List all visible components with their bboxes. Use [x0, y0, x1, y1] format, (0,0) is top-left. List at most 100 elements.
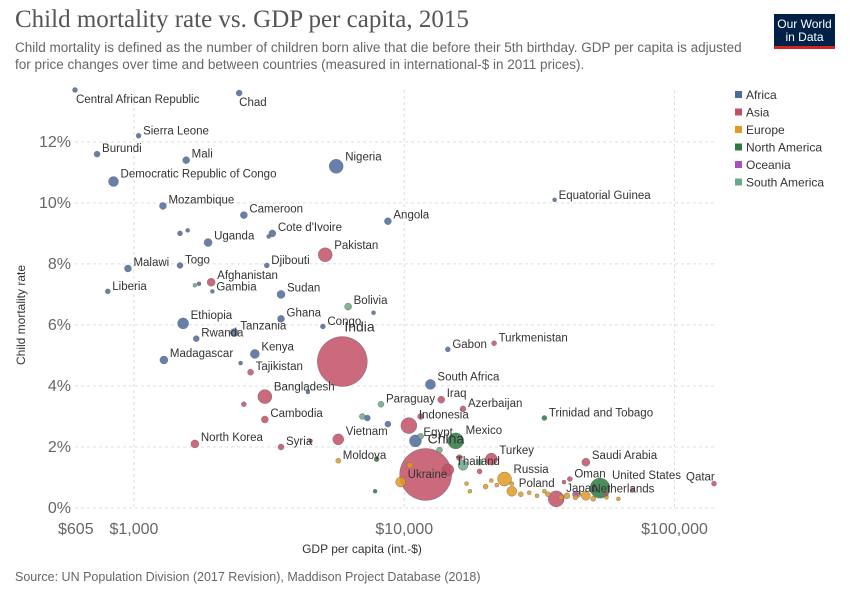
label-japan: Japan [566, 483, 597, 495]
label-mali: Mali [192, 149, 213, 161]
point-ethiopia [177, 317, 189, 330]
label-tanzania: Tanzania [240, 321, 287, 333]
point-turkey [485, 452, 498, 466]
label-gabon: Gabon [452, 339, 487, 351]
label-thailand: Thailand [456, 456, 500, 468]
legend-item: South America [746, 176, 824, 190]
label-cameroon: Cameroon [249, 204, 303, 216]
legend: Africa Asia Europe North America Oceania Sout… [735, 88, 824, 190]
y-axis-label: Child mortality rate [14, 265, 28, 365]
point-tajikistan [247, 369, 254, 376]
label-bolivia: Bolivia [354, 295, 388, 307]
minor-point [509, 481, 514, 486]
point-tanzania [230, 328, 239, 337]
label-saudi-arabia: Saudi Arabia [592, 450, 658, 462]
point-poland [506, 486, 517, 497]
legend-swatch [735, 143, 742, 151]
point-mozambique [159, 202, 167, 210]
label-burundi: Burundi [102, 143, 142, 155]
point-bangladesh [257, 389, 273, 404]
label-vietnam: Vietnam [346, 426, 388, 438]
chart-title: Child mortality rate vs. GDP per capita,… [15, 6, 469, 33]
point-india [317, 336, 368, 387]
x-tick-label: $10,000 [375, 521, 433, 538]
point-cameroon [240, 211, 248, 219]
label-north-korea: North Korea [201, 432, 264, 444]
point-equatorial-guinea [552, 197, 557, 203]
label-congo: Congo [327, 316, 361, 328]
legend-item: Africa [746, 88, 777, 102]
minor-point [192, 283, 198, 288]
minor-point [494, 482, 499, 488]
point-russia [497, 471, 512, 487]
minor-point [527, 490, 532, 495]
point-togo [176, 262, 184, 269]
label-mozambique: Mozambique [168, 194, 234, 206]
x-tick-label: $605 [58, 521, 94, 538]
minor-point [456, 454, 463, 461]
owid-logo[interactable]: Our World in Data [774, 14, 835, 49]
minor-point [489, 478, 494, 483]
point-ghana [277, 315, 285, 323]
label-south-africa: South Africa [437, 371, 500, 383]
label-ethiopia: Ethiopia [191, 310, 233, 322]
point-labels: Central African Republic Chad Sierra Leone… [76, 94, 715, 495]
minor-point [177, 230, 183, 237]
legend-swatch [735, 178, 742, 186]
minor-point [238, 360, 243, 366]
x-tick-label: $1,000 [110, 521, 159, 538]
minor-point [630, 487, 635, 492]
legend-swatch [735, 108, 742, 116]
label-egypt: Egypt [423, 427, 453, 439]
label-turkey: Turkey [499, 445, 534, 457]
legend-item: Oceania [746, 158, 791, 172]
label-trinidad-and-tobago: Trinidad and Tobago [549, 407, 653, 419]
point-north-korea [190, 439, 200, 449]
minor-point [464, 481, 469, 486]
label-uganda: Uganda [214, 231, 255, 243]
minor-point [406, 462, 414, 469]
label-djibouti: Djibouti [271, 255, 309, 267]
label-bangladesh: Bangladesh [274, 382, 335, 394]
label-russia: Russia [514, 464, 550, 476]
point-nigeria [328, 159, 344, 174]
point-pakistan [318, 247, 333, 262]
label-democratic-republic-of-congo: Democratic Republic of Congo [121, 169, 277, 181]
minor-point [558, 494, 564, 501]
point-kenya [250, 349, 260, 359]
label-rwanda: Rwanda [201, 328, 244, 340]
point-iraq [437, 395, 445, 404]
minor-point [572, 494, 579, 501]
point-qatar [711, 480, 717, 487]
label-china: China [428, 430, 465, 446]
point-liberia [105, 288, 111, 295]
point-thailand [441, 463, 455, 477]
legend-item: Asia [746, 106, 770, 120]
point-gambia [210, 289, 215, 294]
minor-point [542, 489, 547, 494]
minor-point [372, 489, 378, 494]
point-trinidad-and-tobago [541, 415, 548, 421]
label-india: India [344, 319, 375, 335]
point-cambodia [261, 415, 269, 424]
label-afghanistan: Afghanistan [217, 270, 278, 282]
label-madagascar: Madagascar [170, 348, 233, 360]
chart-subtitle: Child mortality is defined as the number… [15, 40, 742, 72]
point-azerbaijan [459, 405, 467, 413]
minor-point [476, 468, 483, 475]
axis-ticks: 0% 2% 4% 6% 8% 10% 12% $605 $1,000 $10,000 $100,00… [39, 134, 708, 538]
label-syria: Syria [286, 436, 313, 448]
point-rwanda [193, 335, 200, 342]
label-moldova: Moldova [343, 450, 387, 462]
label-gambia: Gambia [216, 281, 257, 293]
minor-point [590, 496, 596, 502]
label-chad: Chad [239, 97, 267, 109]
point-djibouti [264, 262, 270, 269]
point-bolivia [344, 302, 352, 311]
grid-lines [75, 90, 714, 509]
minor-point [241, 401, 247, 407]
point-malawi [124, 264, 132, 273]
label-nigeria: Nigeria [345, 151, 382, 163]
label-united-states: United States [612, 470, 681, 482]
